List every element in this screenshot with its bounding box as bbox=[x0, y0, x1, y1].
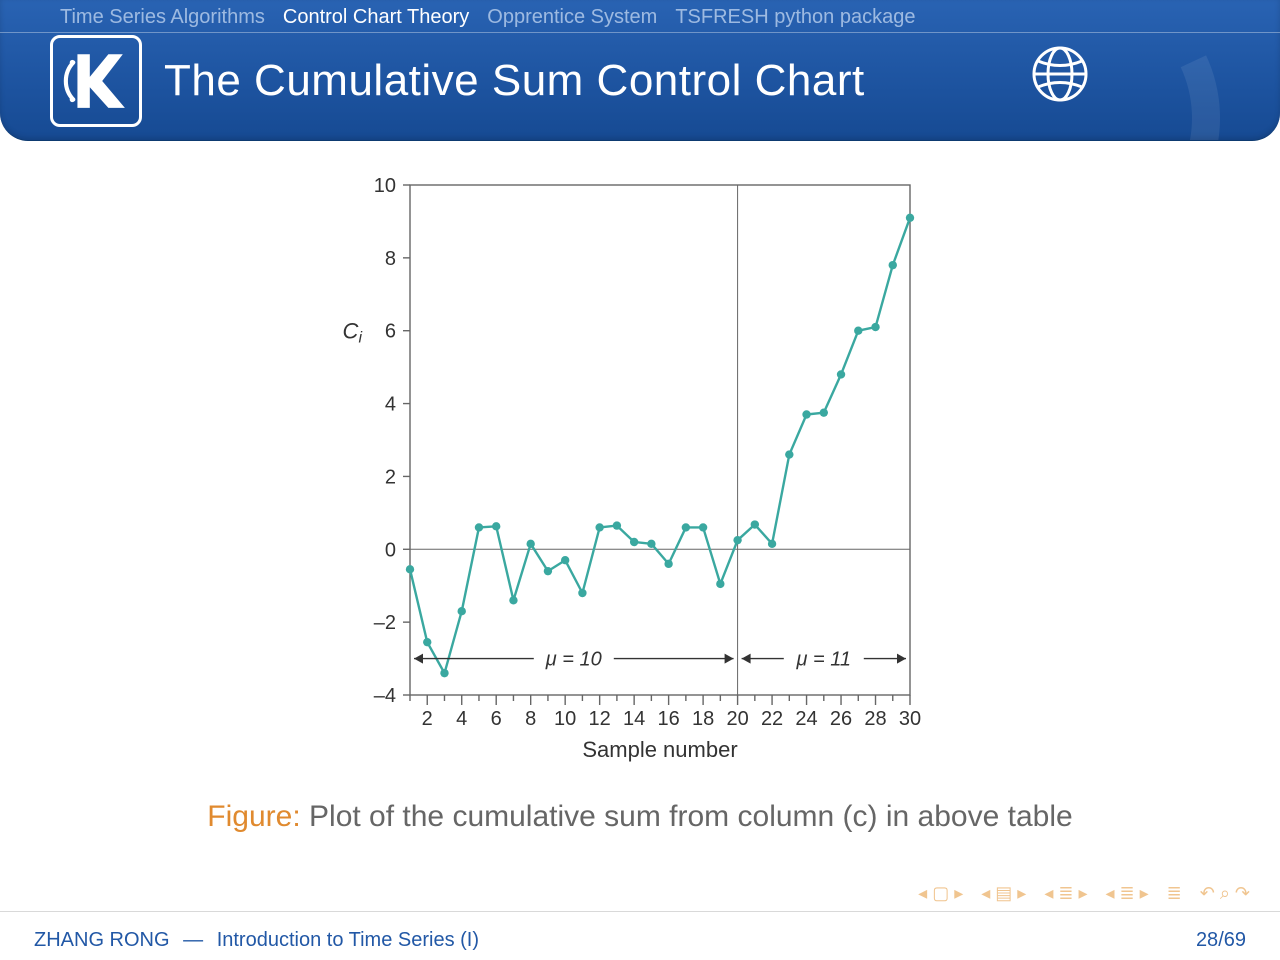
nav-item[interactable]: Time Series Algorithms bbox=[60, 6, 265, 29]
caption-text: Plot of the cumulative sum from column (… bbox=[309, 800, 1073, 833]
svg-text:20: 20 bbox=[726, 708, 748, 730]
footer-divider bbox=[0, 911, 1280, 912]
footer-author-talk: ZHANG RONG — Introduction to Time Series… bbox=[34, 929, 479, 952]
svg-text:22: 22 bbox=[761, 708, 783, 730]
footer-talk: Introduction to Time Series (I) bbox=[217, 929, 479, 951]
svg-text:μ = 10: μ = 10 bbox=[545, 649, 602, 671]
svg-text:30: 30 bbox=[899, 708, 921, 730]
footer-page: 28/69 bbox=[1196, 929, 1246, 952]
svg-text:14: 14 bbox=[623, 708, 645, 730]
svg-text:12: 12 bbox=[589, 708, 611, 730]
nav-subsection-icon[interactable]: ◂ ▤ ▸ bbox=[981, 883, 1026, 904]
slide-title: The Cumulative Sum Control Chart bbox=[164, 56, 865, 106]
svg-text:4: 4 bbox=[385, 394, 396, 416]
svg-text:6: 6 bbox=[385, 321, 396, 343]
svg-text:16: 16 bbox=[657, 708, 679, 730]
kde-k-icon bbox=[63, 48, 129, 114]
slide-header: Time Series Algorithms Control Chart Theo… bbox=[0, 0, 1280, 141]
nav-item[interactable]: Control Chart Theory bbox=[283, 6, 469, 29]
svg-text:μ = 11: μ = 11 bbox=[796, 649, 852, 671]
svg-text:8: 8 bbox=[525, 708, 536, 730]
page-total: 69 bbox=[1224, 929, 1246, 951]
footer-sep: — bbox=[183, 929, 203, 951]
svg-text:0: 0 bbox=[385, 539, 396, 561]
nav-frame-icon[interactable]: ◂ ▢ ▸ bbox=[918, 883, 963, 904]
caption-prefix: Figure: bbox=[207, 800, 300, 833]
svg-text:8: 8 bbox=[385, 248, 396, 270]
svg-text:2: 2 bbox=[385, 466, 396, 488]
nav-item[interactable]: TSFRESH python package bbox=[675, 6, 915, 29]
svg-text:–2: –2 bbox=[374, 612, 396, 634]
nav-item[interactable]: Opprentice System bbox=[487, 6, 657, 29]
kde-logo-icon bbox=[50, 35, 142, 127]
nav-appendix-icon[interactable]: ≣ bbox=[1167, 883, 1182, 904]
svg-text:Ci: Ci bbox=[343, 319, 363, 347]
footer-author: ZHANG RONG bbox=[34, 929, 170, 951]
svg-text:10: 10 bbox=[554, 708, 576, 730]
nav-section-icon[interactable]: ◂ ≣ ▸ bbox=[1044, 883, 1087, 904]
cusum-chart: –4–2024681024681012141618202224262830μ =… bbox=[340, 165, 940, 780]
svg-text:6: 6 bbox=[491, 708, 502, 730]
globe-icon bbox=[1030, 44, 1090, 109]
svg-text:18: 18 bbox=[692, 708, 714, 730]
svg-text:24: 24 bbox=[795, 708, 817, 730]
svg-text:2: 2 bbox=[422, 708, 433, 730]
slide-footer: ZHANG RONG — Introduction to Time Series… bbox=[0, 920, 1280, 960]
nav-reload-icon[interactable]: ↶ ⌕ ↷ bbox=[1200, 883, 1250, 904]
svg-text:26: 26 bbox=[830, 708, 852, 730]
svg-text:10: 10 bbox=[374, 175, 396, 197]
beamer-nav-icons: ◂ ▢ ▸ ◂ ▤ ▸ ◂ ≣ ▸ ◂ ≣ ▸ ≣ ↶ ⌕ ↷ bbox=[918, 883, 1250, 904]
svg-text:4: 4 bbox=[456, 708, 467, 730]
nav-doc-icon[interactable]: ◂ ≣ ▸ bbox=[1106, 883, 1149, 904]
page-current: 28 bbox=[1196, 929, 1218, 951]
svg-text:28: 28 bbox=[864, 708, 886, 730]
svg-text:Sample number: Sample number bbox=[582, 737, 737, 762]
svg-text:–4: –4 bbox=[374, 685, 396, 707]
figure-caption: Figure: Plot of the cumulative sum from … bbox=[0, 800, 1280, 834]
